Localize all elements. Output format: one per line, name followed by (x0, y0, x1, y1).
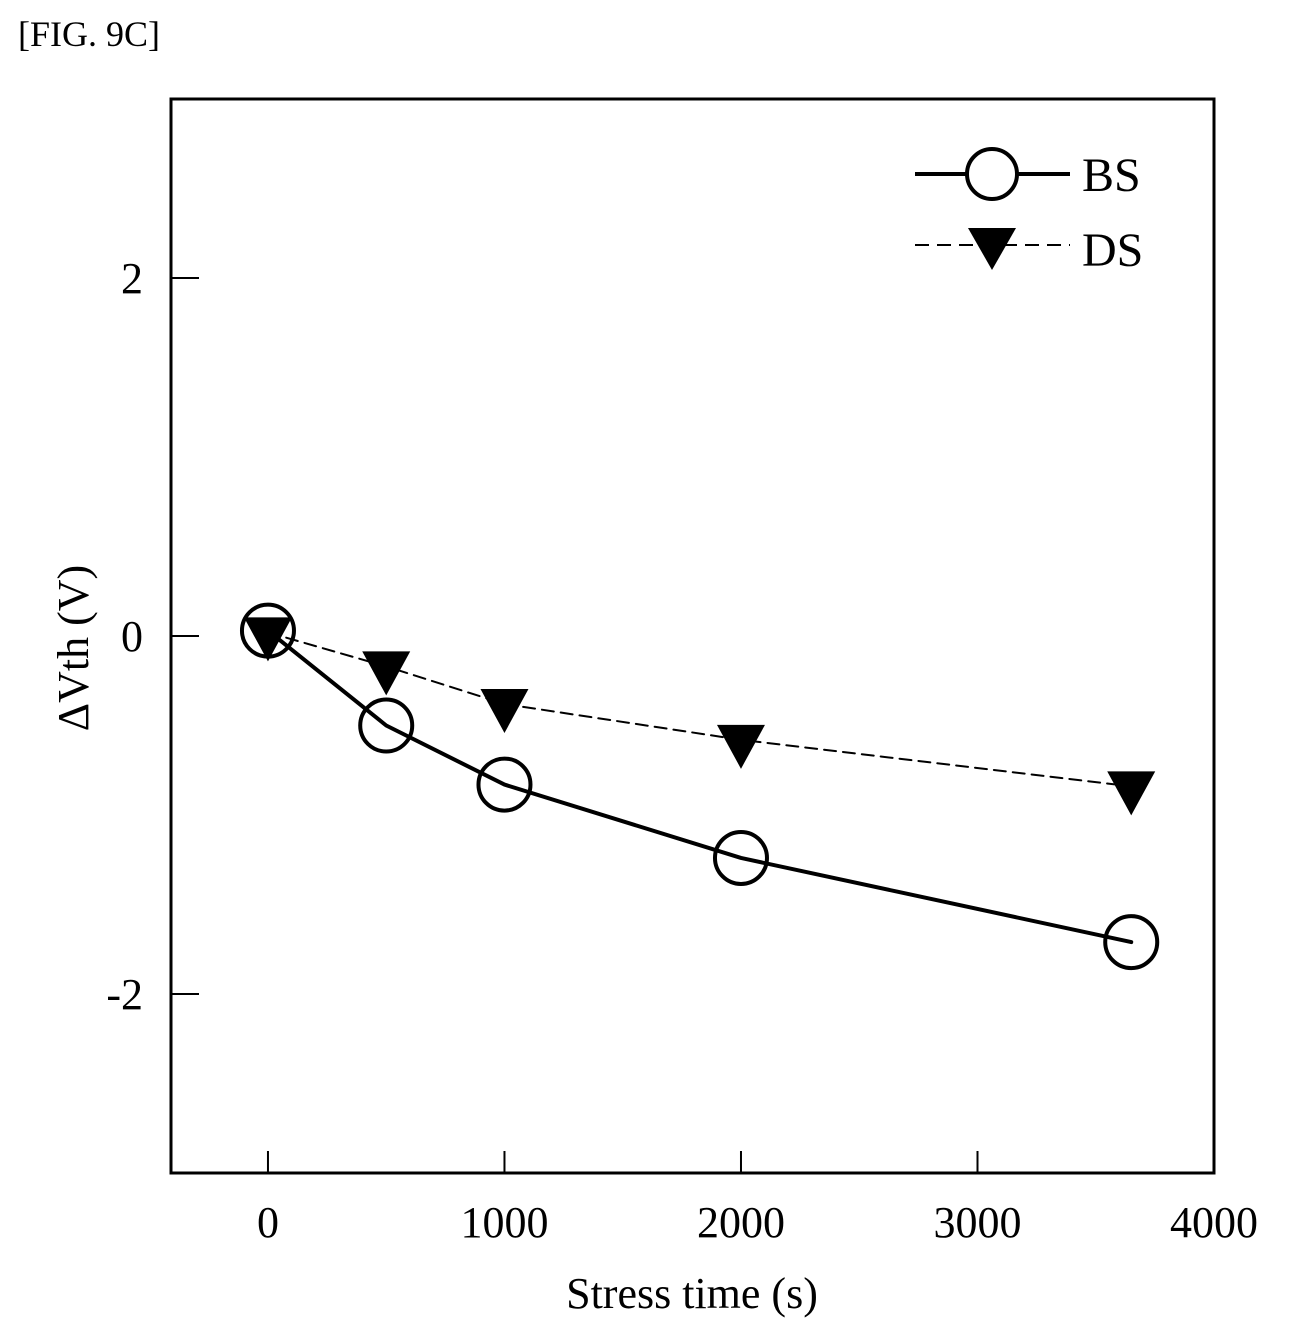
y-ticks: -2 0 2 (106, 254, 199, 1019)
legend: BS DS (915, 149, 1143, 277)
legend-ds-label: DS (1082, 224, 1143, 277)
x-tick-label: 0 (257, 1198, 279, 1247)
series-ds-point (480, 689, 528, 733)
y-tick-label: 0 (121, 612, 143, 661)
x-axis-title: Stress time (s) (566, 1269, 818, 1318)
y-tick-label: -2 (106, 970, 143, 1019)
legend-bs-marker (967, 149, 1017, 199)
series-bs-line (268, 631, 1131, 942)
series-layer (242, 605, 1157, 968)
x-tick-label: 1000 (460, 1198, 548, 1247)
x-tick-label: 4000 (1170, 1198, 1258, 1247)
x-ticks: 0 1000 2000 3000 4000 (257, 1151, 1258, 1247)
legend-bs-label: BS (1082, 149, 1141, 202)
series-ds-point (717, 725, 765, 769)
x-tick-label: 3000 (933, 1198, 1021, 1247)
y-tick-label: 2 (121, 254, 143, 303)
series-ds-point (1107, 771, 1155, 815)
series-ds-point (362, 651, 410, 695)
legend-ds-marker (968, 228, 1016, 270)
x-tick-label: 2000 (697, 1198, 785, 1247)
y-axis-title: ΔVth (V) (49, 565, 98, 731)
plot-frame (171, 99, 1214, 1173)
